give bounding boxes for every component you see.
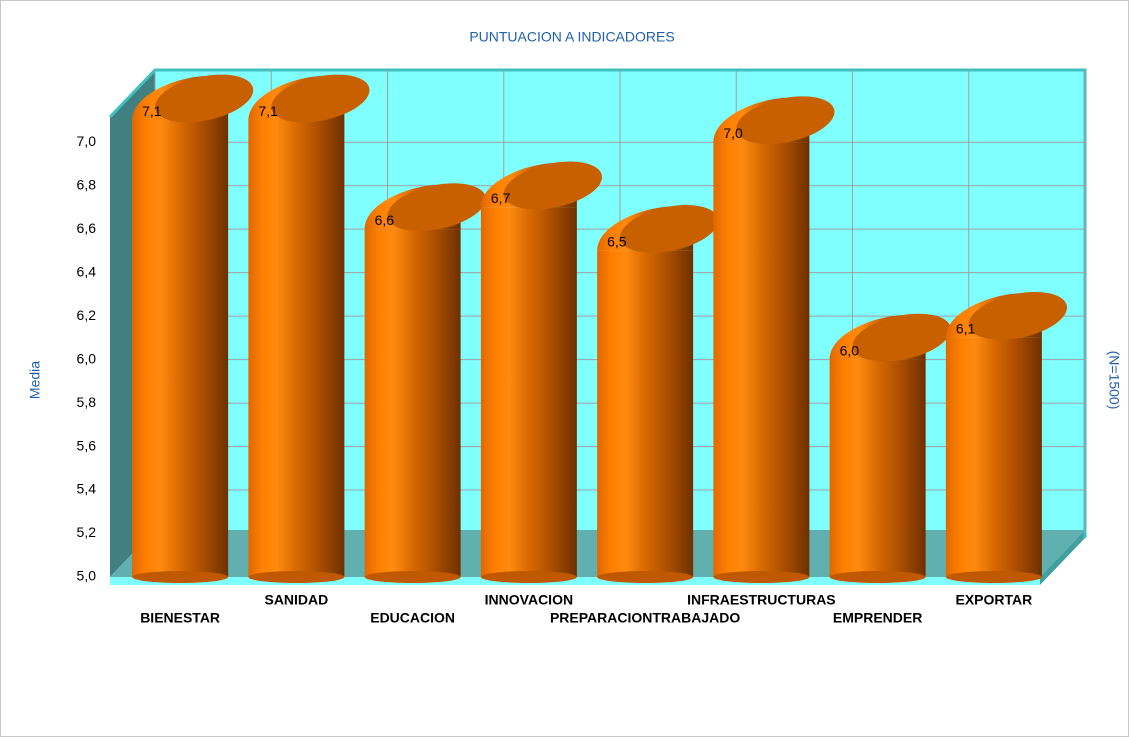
y-tick-label: 6,6 — [77, 220, 97, 236]
bar-bottom — [597, 571, 694, 583]
x-tick-label: EXPORTAR — [956, 592, 1033, 608]
bars: 7,1 7,1 6,6 6,7 6,5 7,0 6,0 6,1 — [132, 74, 1067, 583]
y-tick-label: 5,4 — [77, 481, 97, 497]
value-label: 7,1 — [258, 103, 278, 119]
bar-cap — [271, 74, 370, 123]
y2-axis-label: (N=1500) — [1106, 351, 1122, 410]
y-tick-label: 6,0 — [77, 350, 97, 366]
bar-cap — [387, 183, 486, 232]
y-tick-label: 6,4 — [77, 263, 97, 279]
value-label: 6,5 — [607, 234, 627, 250]
x-tick-label: BIENESTAR — [140, 610, 220, 626]
bar-cap — [968, 291, 1067, 340]
y-tick-label: 7,0 — [77, 133, 97, 149]
bar: 7,0 — [713, 96, 835, 583]
bar-body — [713, 142, 810, 577]
value-label: 7,0 — [723, 125, 743, 141]
x-tick-label: EMPRENDER — [833, 610, 922, 626]
x-tick-label: EDUCACION — [370, 610, 455, 626]
x-tick-label: INNOVACION — [485, 592, 573, 608]
bar-cap — [155, 74, 254, 123]
bar-cap — [620, 205, 719, 253]
y-tick-label: 5,8 — [77, 394, 97, 410]
value-label: 6,1 — [956, 321, 976, 337]
bar: 6,6 — [364, 183, 486, 583]
y-tick-label: 6,2 — [77, 307, 97, 323]
bar-bottom — [364, 571, 461, 583]
bar: 7,1 — [248, 74, 370, 583]
y-tick-label: 5,0 — [77, 568, 97, 584]
bar: 6,5 — [597, 205, 719, 583]
y-tick-label: 6,8 — [77, 176, 97, 192]
bar: 6,1 — [945, 291, 1067, 583]
x-tick-label: INFRAESTRUCTURAS — [687, 592, 836, 608]
bar-bottom — [248, 571, 345, 583]
bar-bottom — [713, 571, 810, 583]
y-axis-label: Media — [27, 361, 43, 399]
value-label: 6,0 — [840, 342, 860, 358]
value-label: 6,6 — [375, 212, 395, 228]
x-tick-label: PREPARACIONTRABAJADO — [550, 610, 740, 626]
bar-body — [945, 337, 1042, 577]
value-label: 6,7 — [491, 190, 511, 206]
floor-edge — [110, 577, 1040, 585]
bar-cap — [852, 313, 951, 362]
bar-body — [829, 359, 926, 577]
bar-bottom — [480, 571, 577, 583]
bar-body — [248, 120, 345, 577]
x-tick-label: SANIDAD — [264, 592, 328, 608]
y-tick-label: 5,2 — [77, 524, 97, 540]
y-tick-label: 5,6 — [77, 437, 97, 453]
floor-edge-side — [1040, 530, 1085, 585]
value-label: 7,1 — [142, 103, 162, 119]
bar-bottom — [945, 571, 1042, 583]
bar-cap — [503, 161, 602, 210]
bar-bottom — [132, 571, 229, 583]
bar-bottom — [829, 571, 926, 583]
bar: 6,0 — [829, 313, 951, 583]
bar: 7,1 — [132, 74, 254, 583]
bar-body — [480, 207, 577, 577]
bar-body — [364, 229, 461, 577]
bar-cap — [736, 96, 835, 145]
chart-title: PUNTUACION A INDICADORES — [469, 29, 674, 45]
bar-body — [132, 120, 229, 577]
bar-body — [597, 250, 694, 578]
bar: 6,7 — [480, 161, 602, 583]
